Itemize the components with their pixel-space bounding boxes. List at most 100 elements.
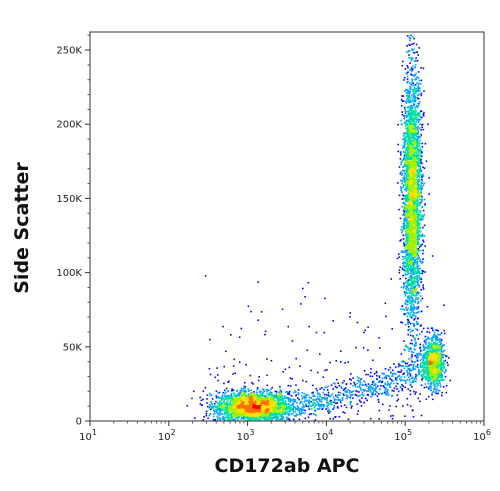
event-point [420,174,422,176]
event-point [411,94,413,97]
event-point [244,407,247,410]
event-point [409,302,411,304]
event-point [417,232,420,235]
event-point [418,184,420,186]
event-point [249,419,252,421]
event-point [411,300,413,303]
event-point [252,411,255,414]
event-point [290,409,292,411]
event-point [401,147,404,149]
event-point [414,110,416,113]
event-point [411,309,413,312]
event-point [234,398,237,401]
event-point [420,210,422,212]
event-point [400,308,402,310]
event-point [244,414,246,416]
event-point [276,418,279,420]
event-point [416,213,418,215]
event-point [407,270,409,272]
event-point [242,390,244,392]
event-point [216,409,219,411]
event-point [415,194,418,197]
event-point [406,243,408,245]
event-point [221,405,223,407]
event-point [417,85,420,88]
event-point [419,202,421,205]
event-point [211,403,213,405]
event-point [276,399,279,401]
event-point [405,196,407,199]
event-point [416,211,418,213]
event-point [409,101,411,104]
event-point [413,42,415,45]
event-point [417,185,420,188]
event-point [399,240,401,242]
event-point [416,236,419,239]
event-point [411,253,413,256]
event-point [410,222,413,224]
event-point [402,151,405,153]
event-point [425,160,428,162]
event-point [415,320,418,323]
event-point [415,291,418,293]
event-point [416,276,418,278]
event-point [414,341,417,343]
event-point [261,410,263,412]
event-point [412,35,414,38]
event-point [262,402,265,404]
event-point [258,390,261,393]
event-point [260,402,262,405]
event-point [245,391,247,393]
event-point [404,244,407,247]
event-point [405,136,408,138]
event-point [410,191,412,194]
event-point [400,98,403,101]
event-point [413,267,416,269]
event-point [245,403,247,406]
event-point [207,405,209,408]
event-point [220,405,222,407]
event-point [235,408,237,411]
event-point [417,300,420,303]
event-point [408,124,410,127]
event-point [267,403,269,405]
event-point [239,411,242,414]
event-point [406,78,409,80]
event-point [404,295,407,297]
event-point [416,311,418,314]
event-point [415,198,418,201]
event-point [413,88,415,91]
event-point [256,405,258,407]
event-point [414,118,417,120]
event-point [274,413,276,416]
event-point [265,416,268,418]
event-point [406,254,408,256]
event-point [411,351,414,353]
event-point [287,410,290,413]
event-point [415,72,417,75]
event-point [234,413,236,415]
event-point [415,222,417,225]
event-point [417,168,420,171]
event-point [412,223,414,225]
event-point [216,418,219,420]
event-point [426,305,429,308]
event-point [259,410,261,413]
event-point [406,65,409,67]
event-point [411,115,413,118]
event-point [267,398,269,401]
event-point [406,131,408,133]
event-point [414,349,416,351]
event-point [257,412,259,415]
event-point [403,115,405,117]
event-point [273,396,275,399]
event-point [408,225,411,227]
event-point [230,414,233,416]
event-point [406,142,409,145]
event-point [224,403,226,405]
event-point [218,411,221,414]
event-point [413,344,415,346]
event-point [270,417,272,419]
event-point [270,401,273,404]
event-point [408,134,410,136]
